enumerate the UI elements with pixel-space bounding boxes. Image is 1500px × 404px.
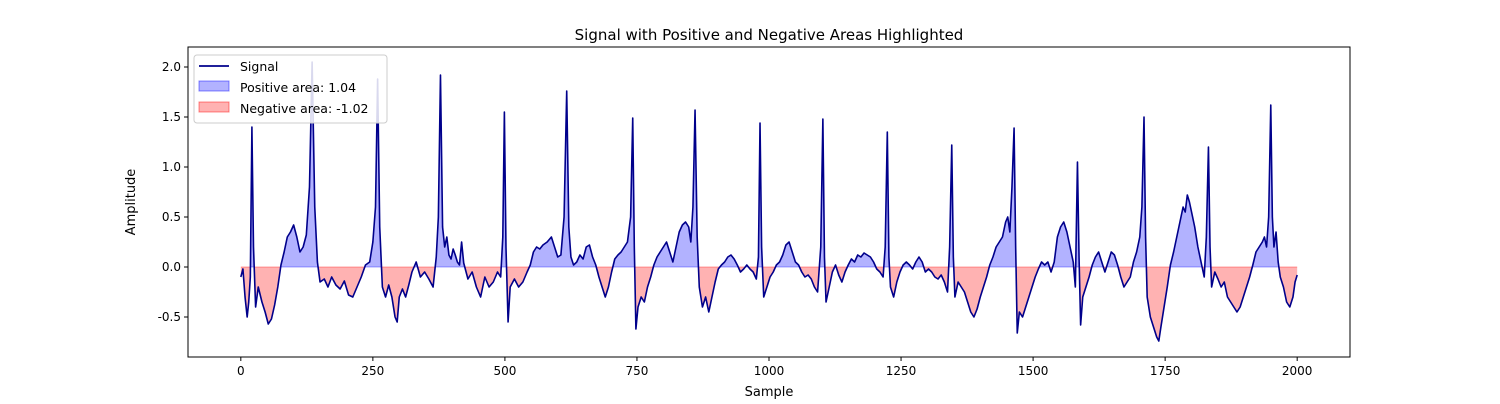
x-axis: 0 250 500 750 1000 1250 1500 1750 2000 [237, 357, 1312, 378]
x-tick-label: 500 [493, 364, 516, 378]
legend-positive-swatch [198, 80, 230, 92]
legend-label-negative: Negative area: -1.02 [240, 101, 368, 116]
legend: Signal Positive area: 1.04 Negative area… [193, 54, 388, 124]
y-tick-label: 0.5 [162, 210, 181, 224]
x-tick-label: 1000 [754, 364, 785, 378]
x-tick-label: 1250 [886, 364, 917, 378]
y-tick-label: 1.5 [162, 110, 181, 124]
x-tick-label: 2000 [1282, 364, 1313, 378]
chart-title: Signal with Positive and Negative Areas … [575, 26, 964, 44]
positive-area-fill [250, 62, 1279, 267]
x-axis-label: Sample [745, 385, 794, 400]
plot-frame [187, 46, 1351, 358]
y-tick-label: 2.0 [162, 60, 181, 74]
legend-label-signal: Signal [240, 59, 278, 74]
legend-negative-swatch [198, 101, 230, 113]
x-tick-label: 1500 [1018, 364, 1049, 378]
x-tick-label: 250 [361, 364, 384, 378]
legend-box [193, 54, 388, 124]
y-axis: -0.5 0.0 0.5 1.0 1.5 2.0 [158, 60, 188, 324]
x-tick-label: 0 [237, 364, 245, 378]
x-tick-label: 1750 [1150, 364, 1181, 378]
legend-label-positive: Positive area: 1.04 [240, 80, 356, 95]
y-tick-label: 1.0 [162, 160, 181, 174]
y-axis-label: Amplitude [124, 169, 139, 236]
plot-area [240, 61, 1298, 342]
area-fills [240, 62, 1298, 341]
y-tick-label: 0.0 [162, 260, 181, 274]
x-tick-label: 750 [626, 364, 649, 378]
signal-line [240, 61, 1298, 342]
y-tick-label: -0.5 [158, 310, 181, 324]
negative-area-fill [240, 267, 1298, 341]
